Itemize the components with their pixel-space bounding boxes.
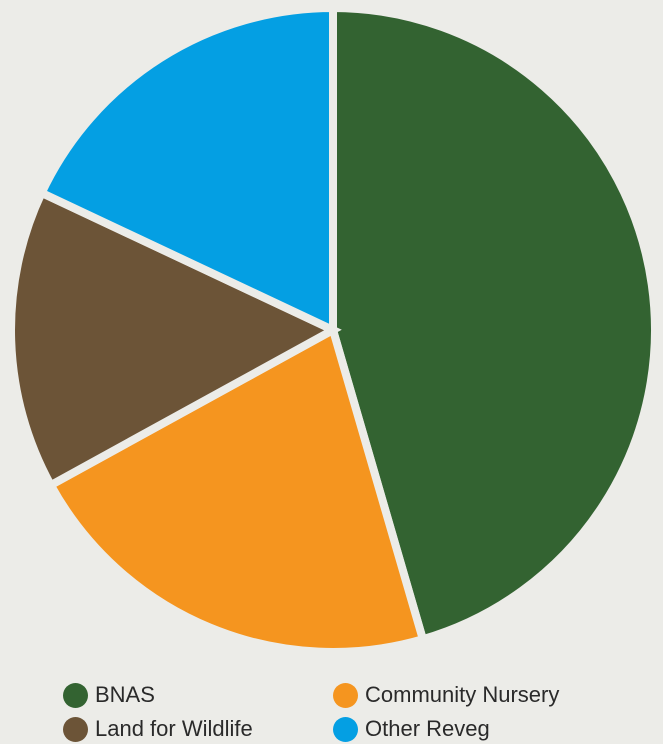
- legend-swatch-bnas: [63, 682, 88, 708]
- pie-slice-bnas[interactable]: [329, 3, 659, 645]
- pie-slice-community-nursery[interactable]: [45, 324, 428, 656]
- pie-slice-other-reveg[interactable]: [36, 3, 337, 337]
- legend-label-community-nursery: Community Nursery: [365, 682, 560, 707]
- legend-label-land-for-wildlife: Land for Wildlife: [95, 716, 253, 741]
- legend-item-land-for-wildlife[interactable]: Land for Wildlife: [63, 714, 333, 744]
- legend-item-other-reveg[interactable]: Other Reveg: [333, 714, 613, 744]
- legend-item-community-nursery[interactable]: Community Nursery: [333, 680, 613, 710]
- legend-label-bnas: BNAS: [95, 682, 155, 707]
- pie-slice-land-for-wildlife[interactable]: [7, 187, 342, 491]
- legend-label-other-reveg: Other Reveg: [365, 716, 490, 741]
- legend: BNAS Community Nursery Land for Wildlife…: [63, 680, 663, 744]
- legend-swatch-other-reveg: [333, 716, 358, 742]
- legend-swatch-land-for-wildlife: [63, 716, 88, 742]
- legend-item-bnas[interactable]: BNAS: [63, 680, 333, 710]
- legend-swatch-community-nursery: [333, 682, 358, 708]
